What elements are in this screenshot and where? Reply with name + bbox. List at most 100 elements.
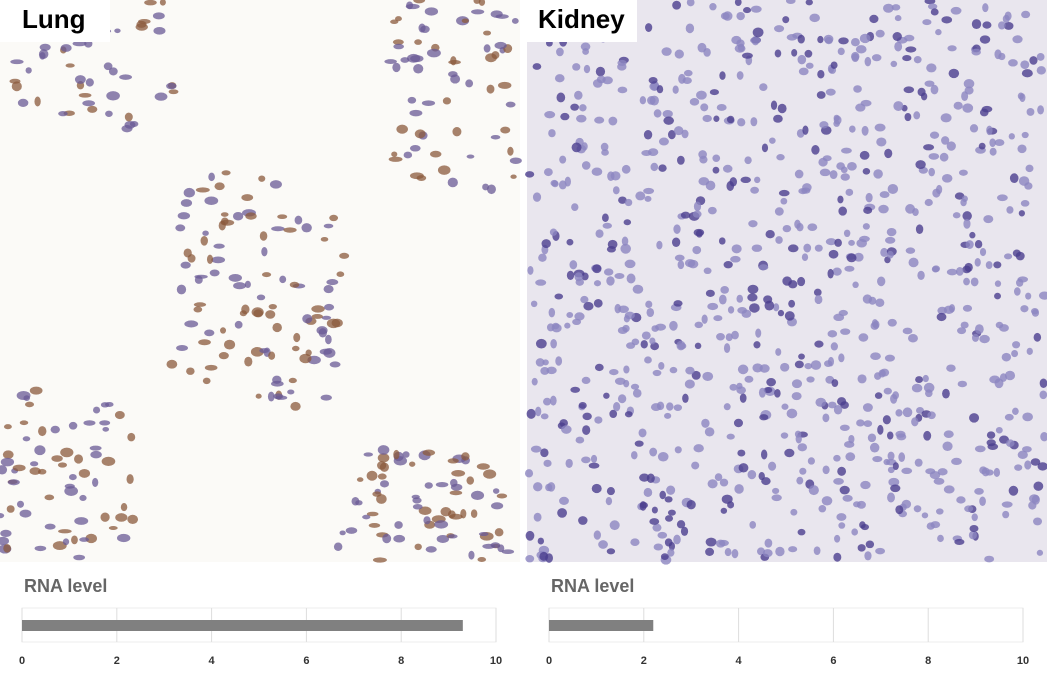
nucleus bbox=[928, 153, 940, 160]
cell bbox=[166, 359, 178, 369]
nucleus bbox=[1004, 11, 1012, 21]
cell bbox=[393, 534, 406, 543]
nucleus bbox=[979, 334, 990, 344]
cell bbox=[138, 19, 151, 25]
nucleus bbox=[554, 293, 564, 300]
cell bbox=[450, 56, 457, 66]
nucleus bbox=[936, 312, 947, 322]
cell bbox=[241, 304, 250, 315]
nucleus bbox=[765, 230, 775, 239]
cell bbox=[259, 348, 270, 354]
nucleus bbox=[882, 415, 891, 425]
cell bbox=[494, 528, 504, 537]
cell bbox=[372, 557, 387, 563]
nucleus bbox=[869, 442, 880, 453]
cell bbox=[180, 199, 193, 207]
cell bbox=[393, 43, 405, 50]
nucleus bbox=[962, 265, 972, 274]
nucleus bbox=[557, 508, 568, 518]
cell bbox=[325, 334, 332, 345]
nucleus bbox=[981, 467, 990, 477]
nucleus bbox=[726, 115, 735, 124]
nucleus bbox=[618, 196, 627, 204]
nucleus bbox=[775, 348, 782, 356]
nucleus bbox=[736, 71, 744, 80]
nucleus bbox=[658, 362, 665, 370]
cell bbox=[323, 285, 334, 294]
nucleus bbox=[651, 506, 658, 514]
nucleus bbox=[937, 534, 944, 543]
nucleus bbox=[734, 484, 744, 494]
cell bbox=[321, 315, 332, 320]
nucleus bbox=[858, 333, 869, 342]
nucleus bbox=[878, 204, 889, 214]
nucleus bbox=[601, 213, 609, 222]
cell bbox=[144, 0, 157, 6]
nucleus bbox=[861, 125, 869, 136]
cell bbox=[483, 469, 497, 479]
nucleus bbox=[822, 413, 830, 423]
nucleus bbox=[924, 0, 936, 5]
nucleus bbox=[714, 473, 723, 482]
nucleus bbox=[777, 309, 785, 317]
cell bbox=[435, 482, 449, 488]
cell bbox=[176, 345, 188, 352]
nucleus bbox=[1033, 517, 1043, 526]
nucleus bbox=[985, 261, 993, 269]
cell bbox=[505, 101, 516, 108]
cell bbox=[102, 426, 110, 432]
nucleus bbox=[532, 63, 542, 70]
nucleus bbox=[747, 284, 759, 294]
nucleus bbox=[807, 457, 815, 465]
nucleus bbox=[1020, 200, 1030, 207]
nucleus bbox=[993, 467, 1001, 478]
nucleus bbox=[684, 379, 695, 389]
nucleus bbox=[860, 480, 871, 490]
cell bbox=[413, 64, 424, 74]
cell bbox=[204, 196, 219, 205]
cell bbox=[511, 18, 519, 24]
nucleus bbox=[749, 303, 760, 313]
nucleus bbox=[645, 300, 653, 309]
nucleus bbox=[763, 387, 773, 394]
nucleus bbox=[607, 171, 615, 182]
nucleus bbox=[632, 388, 642, 398]
nucleus bbox=[868, 296, 877, 305]
cell bbox=[120, 503, 128, 512]
nucleus bbox=[759, 83, 768, 91]
nucleus bbox=[671, 237, 681, 248]
nucleus bbox=[864, 551, 872, 561]
panel-label: Lung bbox=[22, 4, 86, 34]
nucleus bbox=[913, 505, 922, 513]
cell bbox=[377, 445, 390, 455]
cell bbox=[82, 100, 96, 107]
cell bbox=[492, 488, 500, 494]
nucleus bbox=[559, 496, 569, 505]
cell bbox=[490, 135, 501, 140]
nucleus bbox=[566, 312, 574, 319]
nucleus bbox=[580, 295, 589, 304]
cell bbox=[108, 67, 118, 76]
nucleus bbox=[822, 155, 832, 162]
nucleus bbox=[749, 520, 757, 529]
nucleus bbox=[535, 338, 547, 349]
nucleus bbox=[838, 522, 846, 529]
cell bbox=[74, 517, 89, 525]
nucleus bbox=[747, 469, 757, 480]
nucleus bbox=[925, 468, 936, 475]
nucleus bbox=[968, 530, 977, 540]
nucleus bbox=[1026, 347, 1033, 355]
nucleus bbox=[761, 143, 769, 153]
nucleus bbox=[677, 260, 685, 270]
cell bbox=[74, 454, 84, 464]
nucleus bbox=[618, 305, 629, 313]
nucleus bbox=[737, 118, 746, 127]
nucleus bbox=[525, 530, 535, 541]
nucleus bbox=[862, 168, 871, 175]
cell bbox=[232, 211, 244, 221]
nucleus bbox=[794, 169, 804, 179]
nucleus bbox=[741, 52, 753, 59]
nucleus bbox=[770, 100, 778, 110]
panel-label: Kidney bbox=[538, 4, 625, 34]
cell bbox=[449, 490, 463, 496]
